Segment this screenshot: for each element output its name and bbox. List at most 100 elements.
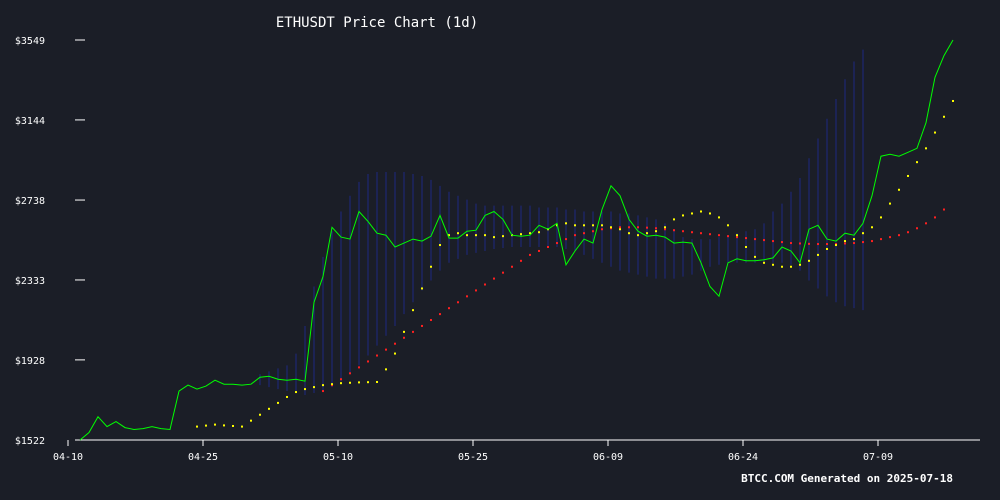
ma-short-point: [844, 240, 846, 243]
x-tick-label: 04-10: [53, 452, 83, 463]
ma-short-point: [817, 253, 819, 256]
ma-short-point: [349, 381, 351, 384]
ma-short-point: [376, 380, 378, 383]
ma-short-point: [862, 232, 864, 235]
ma-long-point: [799, 242, 801, 245]
ma-short-point: [853, 238, 855, 241]
ma-short-point: [466, 234, 468, 237]
ma-long-point: [664, 228, 666, 231]
ma-long-point: [538, 249, 540, 252]
ma-short-point: [430, 265, 432, 268]
ma-short-point: [250, 419, 252, 422]
ma-short-point: [214, 423, 216, 426]
y-tick-label: $1522: [15, 436, 45, 447]
ma-short-point: [637, 234, 639, 237]
ma-short-point: [835, 244, 837, 247]
ma-short-point: [673, 218, 675, 221]
ma-long-point: [862, 241, 864, 244]
ma-long-point: [394, 342, 396, 345]
y-tick-label: $3144: [15, 116, 45, 127]
ma-short-point: [385, 368, 387, 371]
ma-long-point: [745, 237, 747, 240]
ma-short-point: [457, 232, 459, 235]
axis-layer: $1522 $1928 $2333 $2738 $3144 $3549 04-10 04-25…: [15, 36, 980, 463]
ma-long-point: [601, 228, 603, 231]
x-tick-label: 04-25: [188, 452, 218, 463]
ma-long-point: [943, 208, 945, 211]
ma-short-point: [745, 246, 747, 249]
ma-short-point: [286, 395, 288, 398]
ma-short-point: [565, 222, 567, 225]
ma-short-point: [691, 212, 693, 215]
price-line: [79, 39, 954, 441]
ma-short-point: [655, 230, 657, 233]
ma-long-point: [682, 230, 684, 233]
ma-short-point: [754, 255, 756, 258]
ma-short-point: [241, 425, 243, 428]
y-tick-label: $2738: [15, 196, 45, 207]
chart-footer: BTCC.COM Generated on 2025-07-18: [741, 472, 953, 485]
price-layer: [79, 39, 954, 441]
ma-short-point: [889, 202, 891, 205]
ma-long-point: [457, 301, 459, 304]
ma-long-point: [916, 227, 918, 230]
ma-long-point: [898, 234, 900, 237]
ma-long-point: [934, 216, 936, 219]
ma-long-point: [547, 246, 549, 249]
ma-long-point: [619, 226, 621, 229]
ma-short-point: [943, 115, 945, 118]
ma-short-point: [268, 407, 270, 410]
ma-short-point: [493, 236, 495, 239]
ma-short-point: [340, 382, 342, 385]
ma-short-point: [664, 226, 666, 229]
ma-long-point: [736, 236, 738, 239]
ma-short-point: [394, 352, 396, 355]
ma-long-point: [700, 232, 702, 235]
ma-long-point: [817, 243, 819, 246]
ma-short-point: [520, 233, 522, 236]
ma-long-point: [871, 240, 873, 243]
ma-short-point: [601, 224, 603, 227]
ma-short-point: [205, 424, 207, 427]
x-tick-label: 07-09: [863, 452, 893, 463]
ma-short-point: [529, 232, 531, 235]
ma-long-point: [358, 366, 360, 369]
ma-long-point: [421, 324, 423, 327]
ma-short-point: [367, 381, 369, 384]
ma-long-point: [529, 253, 531, 256]
ma-short-point: [898, 188, 900, 191]
ma-short-point: [646, 232, 648, 235]
ma-short-point: [781, 265, 783, 268]
ma-short-point: [772, 263, 774, 266]
ma-short-point: [916, 161, 918, 164]
ma-long-point: [637, 226, 639, 229]
ma-short-point: [313, 386, 315, 389]
ma-long-point: [430, 319, 432, 322]
ma-long-point: [691, 231, 693, 234]
ma-short-point: [304, 388, 306, 391]
ma-long-point: [556, 242, 558, 245]
ma-long-point: [448, 307, 450, 310]
ma-short-point: [934, 131, 936, 134]
ma-long-point: [880, 238, 882, 241]
ma-short-point: [421, 287, 423, 290]
ma-long-point: [853, 242, 855, 245]
ma-short-point: [475, 234, 477, 237]
ma-long-point: [484, 283, 486, 286]
ma-long-point: [322, 390, 324, 393]
ma-long-point: [772, 240, 774, 243]
ma-short-point: [223, 424, 225, 427]
ma-short-point: [682, 214, 684, 217]
ma-short-point: [277, 401, 279, 404]
ma-short-point: [619, 228, 621, 231]
x-tick-label: 06-09: [593, 452, 623, 463]
ma-long-point: [511, 265, 513, 268]
y-tick-label: $3549: [15, 36, 45, 47]
chart-title: ETHUSDT Price Chart (1d): [276, 15, 478, 31]
ma-short-point: [736, 234, 738, 237]
ma-short-point: [259, 413, 261, 416]
ma-short-point: [439, 244, 441, 247]
ma-long-point: [781, 241, 783, 244]
ma-long-point: [340, 378, 342, 381]
